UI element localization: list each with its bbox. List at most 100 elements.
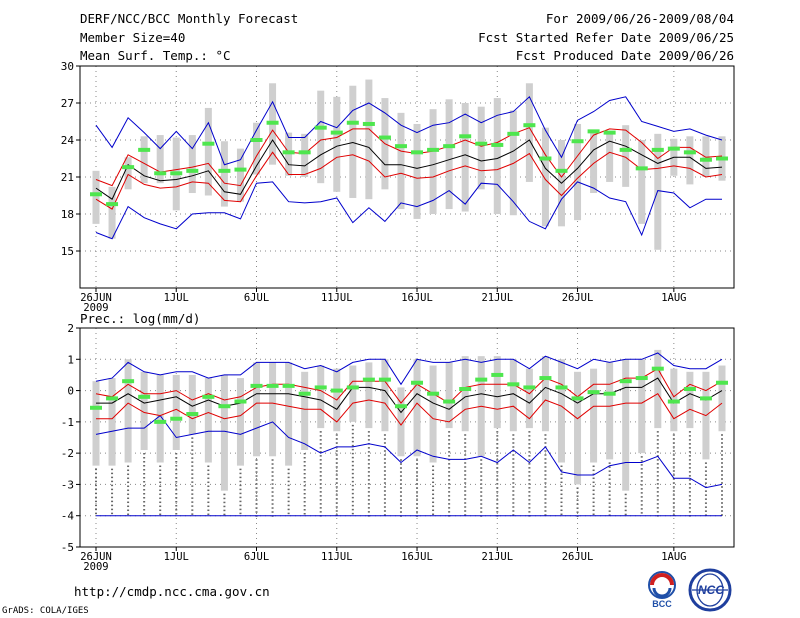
box-whisker-dot	[207, 469, 210, 472]
box-whisker-dot	[303, 505, 306, 507]
box-whisker-dot	[496, 487, 499, 489]
box-whisker-dot	[448, 447, 451, 449]
box-whisker-dot	[319, 467, 322, 469]
box-whisker-dot	[399, 491, 402, 493]
box-temperature	[525, 83, 533, 182]
median-mark	[539, 156, 552, 161]
box-whisker-dot	[399, 499, 402, 501]
box-whisker-dot	[367, 499, 370, 501]
box-whisker-dot	[721, 502, 723, 504]
box-whisker-dot	[704, 490, 707, 492]
box-whisker-dot	[271, 459, 274, 461]
box-whisker-dot	[721, 434, 723, 436]
box-whisker-dot	[351, 456, 354, 459]
box-whisker-dot	[528, 443, 531, 445]
box-whisker-dot	[640, 484, 643, 486]
box-whisker-dot	[335, 478, 338, 480]
box-whisker-dot	[512, 502, 515, 504]
x-tick-label: 1JUL	[164, 551, 189, 563]
box-whisker-dot	[480, 459, 483, 461]
box-precipitation	[461, 356, 469, 432]
box-whisker-dot	[255, 499, 258, 501]
box-whisker-dot	[512, 450, 515, 452]
box-whisker-dot	[367, 507, 370, 509]
box-whisker-dot	[656, 495, 659, 497]
median-mark	[394, 404, 407, 409]
median-mark	[394, 144, 407, 149]
box-whisker-dot	[383, 474, 386, 476]
median-mark	[475, 377, 488, 382]
box-whisker-dot	[528, 439, 531, 441]
box-whisker-dot	[672, 454, 675, 456]
box-whisker-dot	[111, 484, 114, 487]
box-whisker-dot	[303, 489, 306, 491]
box-whisker-dot	[496, 451, 499, 453]
box-whisker-dot	[191, 509, 194, 511]
box-whisker-dot	[592, 505, 595, 508]
box-whisker-dot	[672, 502, 675, 504]
box-whisker-dot	[287, 488, 290, 491]
box-temperature	[493, 98, 501, 214]
box-whisker-dot	[319, 455, 322, 457]
box-whisker-dot	[207, 485, 210, 488]
box-whisker-dot	[95, 508, 97, 511]
y-tick-label: -4	[61, 510, 75, 523]
box-precipitation	[557, 359, 565, 463]
box-whisker-dot	[464, 470, 467, 472]
box-whisker-dot	[207, 465, 210, 468]
box-whisker-dot	[159, 497, 162, 500]
box-whisker-dot	[255, 491, 258, 493]
box-whisker-dot	[351, 500, 354, 503]
box-whisker-dot	[399, 511, 402, 513]
box-precipitation	[204, 378, 212, 463]
box-precipitation	[285, 362, 293, 466]
box-whisker-dot	[608, 510, 611, 512]
box-whisker-dot	[367, 511, 370, 513]
footer-url[interactable]: http://cmdp.ncc.cma.gov.cn	[74, 584, 270, 599]
box-whisker-dot	[640, 468, 643, 470]
box-whisker-dot	[191, 465, 194, 467]
box-whisker-dot	[416, 487, 419, 489]
box-whisker-dot	[383, 434, 386, 436]
box-whisker-dot	[656, 491, 659, 493]
box-whisker-dot	[111, 504, 114, 507]
box-whisker-dot	[688, 491, 691, 493]
box-whisker-dot	[351, 484, 354, 487]
median-mark	[266, 120, 279, 125]
box-whisker-dot	[143, 461, 146, 463]
median-mark	[635, 166, 648, 171]
box-whisker-dot	[271, 511, 274, 513]
box-whisker-dot	[303, 513, 306, 515]
box-whisker-dot	[672, 490, 675, 492]
median-mark	[443, 399, 456, 404]
box-whisker-dot	[271, 503, 274, 505]
box-whisker-dot	[383, 450, 386, 452]
median-mark	[250, 383, 263, 388]
box-whisker-dot	[480, 491, 483, 493]
box-whisker-dot	[351, 496, 354, 499]
box-whisker-dot	[159, 489, 162, 492]
box-whisker-dot	[672, 486, 675, 488]
box-whisker-dot	[367, 495, 370, 497]
box-whisker-dot	[111, 480, 114, 483]
box-whisker-dot	[175, 497, 178, 499]
box-whisker-dot	[480, 499, 483, 501]
box-whisker-dot	[480, 471, 483, 473]
box-whisker-dot	[448, 503, 451, 505]
box-whisker-dot	[127, 513, 130, 516]
box-whisker-dot	[239, 488, 242, 491]
box-whisker-dot	[95, 488, 97, 491]
box-whisker-dot	[351, 460, 354, 463]
box-whisker-dot	[239, 484, 242, 487]
box-whisker-dot	[464, 514, 467, 516]
box-whisker-dot	[416, 471, 419, 473]
box-whisker-dot	[303, 469, 306, 471]
median-mark	[651, 366, 664, 371]
box-whisker-dot	[640, 456, 643, 458]
box-whisker-dot	[480, 503, 483, 505]
box-whisker-dot	[704, 506, 707, 508]
box-whisker-dot	[191, 497, 194, 499]
box-whisker-dot	[560, 509, 563, 512]
box-whisker-dot	[448, 475, 451, 477]
box-whisker-dot	[721, 478, 723, 480]
